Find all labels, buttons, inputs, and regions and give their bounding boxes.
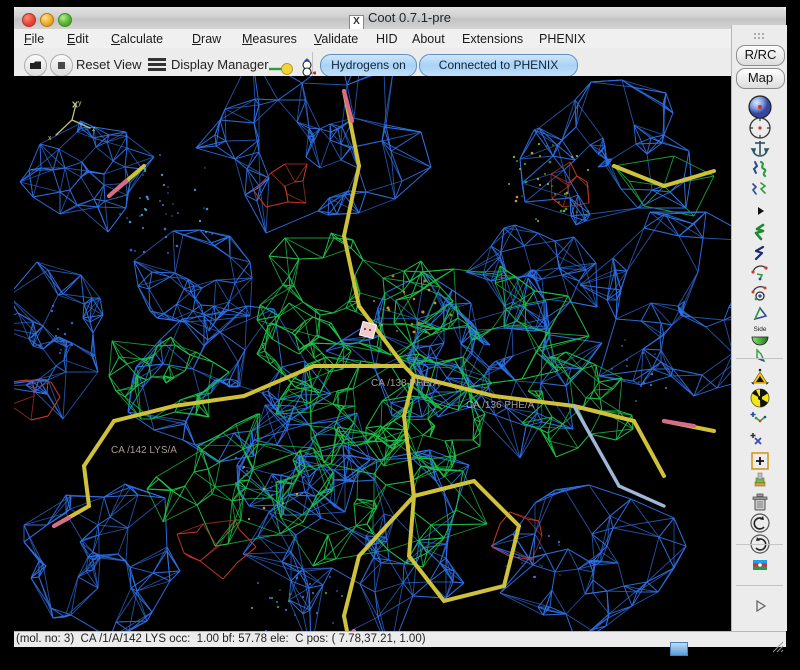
svg-text:Side: Side [753,326,766,333]
